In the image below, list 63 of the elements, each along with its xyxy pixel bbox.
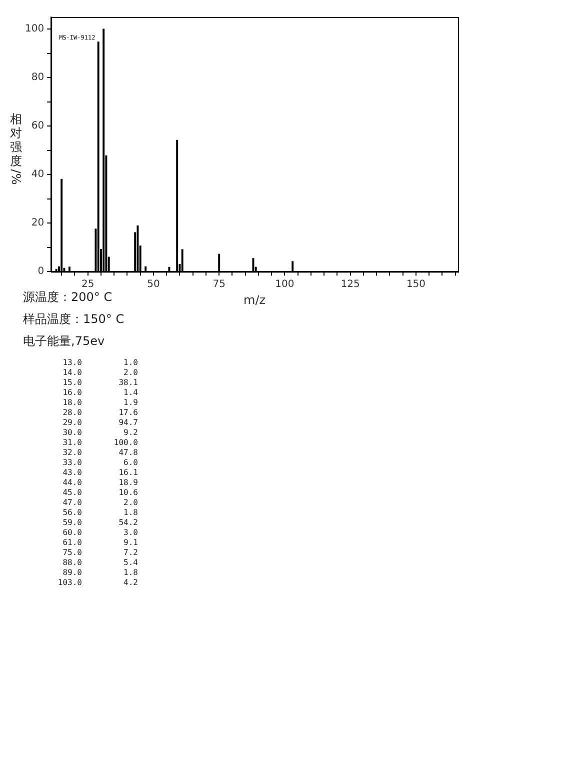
x-tick-label: 150 [406, 279, 426, 290]
y-tick-label: 0 [38, 266, 44, 278]
text: 7.2 [124, 548, 138, 557]
text: 3.0 [124, 528, 138, 537]
category-label: 32.0 [62, 448, 82, 458]
text: 4.2 [124, 578, 138, 587]
text: 100.0 [114, 438, 138, 447]
text: 38.1 [118, 378, 138, 387]
text: 1.8 [124, 508, 138, 517]
text: 2.0 [124, 368, 138, 377]
category-label: 59.0 [62, 518, 82, 528]
text: 47.8 [118, 448, 138, 457]
x-axis-title: m/z [244, 292, 266, 307]
text: 5.4 [124, 558, 138, 567]
x-tick-label: 50 [147, 279, 160, 290]
x-tick-label: 100 [275, 279, 294, 290]
category-label: 13.0 [62, 358, 82, 368]
text: 源温度：200° C [23, 290, 112, 304]
text: 10.6 [118, 488, 138, 497]
y-tick-label: 100 [24, 24, 44, 35]
category-label: 103.0 [56, 578, 82, 588]
y-tick-label: 40 [31, 169, 44, 180]
category-label: 28.0 [62, 408, 82, 418]
y-tick-label: 60 [31, 120, 44, 132]
x-tick-label: 25 [81, 279, 94, 290]
y-tick-label: 20 [31, 218, 44, 229]
category-label: 30.0 [62, 428, 82, 438]
text: 9.1 [124, 538, 138, 547]
category-label: 44.0 [62, 478, 82, 488]
category-label: 31.0 [62, 438, 82, 448]
category-label: 47.0 [62, 498, 82, 508]
text: 2.0 [124, 498, 138, 507]
category-label: 15.0 [62, 378, 82, 388]
category-label: 88.0 [62, 558, 82, 568]
text: 16.1 [118, 468, 138, 477]
text: 1.9 [124, 398, 138, 407]
category-label: 16.0 [62, 388, 82, 398]
text: 电子能量,75ev [23, 333, 106, 350]
text: 1.4 [124, 388, 138, 397]
text: 18.9 [118, 478, 138, 487]
category-label: 43.0 [62, 468, 82, 478]
category-label: 14.0 [62, 368, 82, 378]
category-label: 89.0 [62, 568, 82, 578]
x-tick-label: 125 [340, 279, 360, 290]
text: 54.2 [118, 518, 138, 527]
category-label: 45.0 [62, 488, 82, 498]
text: 6.0 [124, 458, 138, 467]
category-label: 33.0 [62, 458, 82, 468]
y-tick-label: 80 [31, 72, 44, 84]
text: 94.7 [118, 418, 138, 427]
text: 样品温度：150° C [23, 311, 126, 328]
x-tick-label: 75 [212, 279, 226, 290]
text: 17.6 [118, 408, 138, 417]
text: 9.2 [124, 428, 138, 437]
text: 1.8 [124, 568, 138, 577]
text: 1.0 [124, 358, 138, 367]
category-label: 18.0 [62, 398, 82, 408]
category-label: 60.0 [62, 528, 82, 538]
category-label: 29.0 [62, 418, 82, 428]
category-label: 75.0 [62, 548, 82, 558]
category-label: 61.0 [62, 538, 82, 548]
y-axis-title: 相对强度/% [9, 112, 23, 185]
category-label: 56.0 [62, 508, 82, 518]
